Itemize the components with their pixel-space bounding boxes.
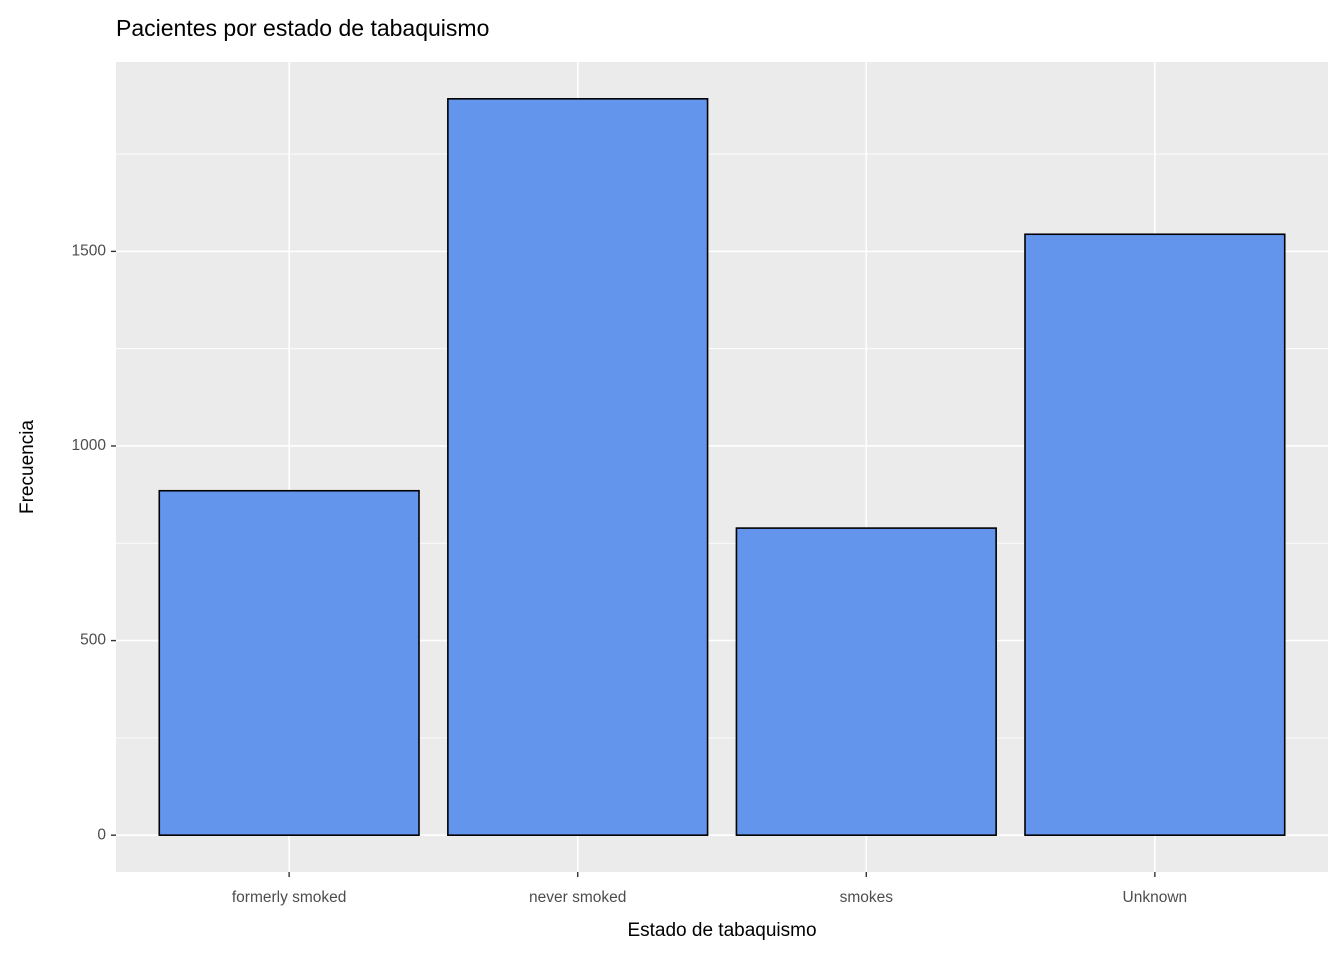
x-axis-title: Estado de tabaquismo [627,920,816,941]
y-tick-label: 1000 [72,437,107,454]
y-tick-label: 1500 [72,242,107,259]
y-tick-label: 500 [80,632,106,649]
bar [735,527,997,836]
x-tick-label: never smoked [529,889,626,906]
x-tick-label: smokes [840,889,894,906]
bar [447,98,709,836]
bar [1024,233,1286,836]
x-tick-label: Unknown [1123,889,1188,906]
y-tick-label: 0 [97,826,106,843]
chart-title: Pacientes por estado de tabaquismo [116,15,489,41]
bar [158,489,420,836]
y-axis-title: Frecuencia [17,420,38,514]
x-tick-label: formerly smoked [232,889,347,906]
